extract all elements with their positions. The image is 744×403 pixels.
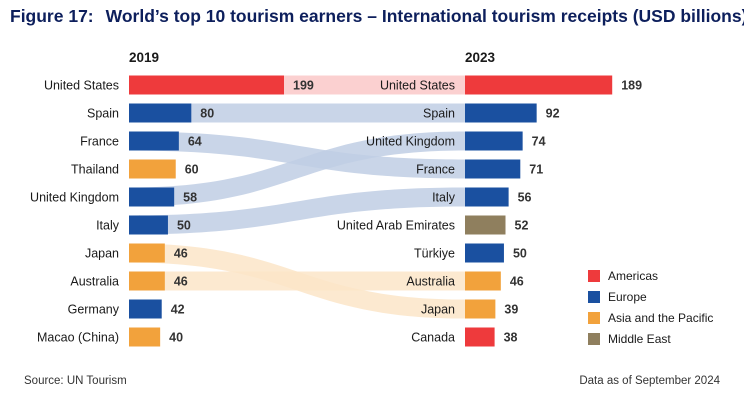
value-label: 39: [504, 303, 518, 317]
category-label: United Kingdom: [366, 135, 455, 149]
bar-2019-united-kingdom: [129, 187, 175, 207]
link-australia: [129, 271, 465, 291]
value-label: 64: [188, 135, 202, 149]
data-date-note: Data as of September 2024: [579, 375, 720, 387]
bar-2023-united-kingdom: [465, 131, 523, 151]
value-label: 58: [183, 191, 197, 205]
category-label: Canada: [411, 331, 455, 345]
link-united-kingdom: [129, 131, 465, 207]
bar-2023-japan: [465, 299, 496, 319]
category-label: France: [80, 135, 119, 149]
bar-2023-france: [465, 159, 521, 179]
bar-2023-united-arab-emirates: [465, 215, 506, 235]
category-label: Thailand: [71, 163, 119, 177]
legend-label: Americas: [608, 269, 659, 283]
category-label: United States: [380, 79, 455, 93]
link-france: [129, 131, 465, 179]
value-label: 50: [177, 219, 191, 233]
bar-2023-spain: [465, 103, 537, 123]
bar-2023-united-states: [465, 75, 613, 95]
category-label: Türkiye: [414, 247, 455, 261]
panel-2019: 2019 United States 199 Spain 80 France 64 Thail…: [30, 50, 314, 347]
value-label: 50: [513, 247, 527, 261]
value-label: 60: [185, 163, 199, 177]
bar-2019-thailand: [129, 159, 176, 179]
value-label: 40: [169, 331, 183, 345]
bar-2023-t-rkiye: [465, 243, 504, 263]
value-label: 80: [200, 107, 214, 121]
value-label: 42: [171, 303, 185, 317]
legend-swatch-asia-pacific: [588, 312, 600, 324]
value-label: 199: [293, 79, 314, 93]
category-label: Australia: [406, 275, 455, 289]
figure-number: Figure 17:: [10, 6, 94, 26]
category-label: Germany: [68, 303, 120, 317]
bar-2023-canada: [465, 327, 495, 347]
value-label: 74: [532, 135, 546, 149]
category-label: Italy: [432, 191, 456, 205]
panel-year-label: 2019: [129, 50, 159, 65]
category-label: Japan: [421, 303, 455, 317]
bar-2019-australia: [129, 271, 165, 291]
bar-2019-italy: [129, 215, 168, 235]
value-label: 92: [546, 107, 560, 121]
bar-2019-japan: [129, 243, 165, 263]
category-label: United Arab Emirates: [337, 219, 455, 233]
bar-2019-germany: [129, 299, 162, 319]
value-label: 46: [174, 275, 188, 289]
rank-change-links: [129, 75, 465, 319]
category-label: Macao (China): [37, 331, 119, 345]
link-spain: [129, 103, 465, 123]
bar-2019-macao-china: [129, 327, 161, 347]
bar-2019-united-states: [129, 75, 284, 95]
legend-swatch-europe: [588, 291, 600, 303]
panel-2023: 2023 United States 189 Spain 92 United Kingdo…: [337, 50, 642, 347]
legend-label: Asia and the Pacific: [608, 311, 714, 325]
bar-2019-france: [129, 131, 179, 151]
link-italy: [129, 187, 465, 235]
legend-item-asia-pacific: Asia and the Pacific: [588, 311, 713, 325]
category-label: France: [416, 163, 455, 177]
legend-label: Europe: [608, 290, 647, 304]
category-label: Spain: [87, 107, 119, 121]
value-label: 189: [621, 79, 642, 93]
category-label: United Kingdom: [30, 191, 119, 205]
legend-swatch-middle-east: [588, 333, 600, 345]
source-note: Source: UN Tourism: [24, 375, 127, 387]
category-label: United States: [44, 79, 119, 93]
category-label: Australia: [70, 275, 119, 289]
value-label: 71: [529, 163, 543, 177]
legend-item-middle-east: Middle East: [588, 332, 671, 346]
category-label: Japan: [85, 247, 119, 261]
value-label: 56: [518, 191, 532, 205]
value-label: 46: [174, 247, 188, 261]
legend-label: Middle East: [608, 332, 671, 346]
value-label: 52: [515, 219, 529, 233]
chart-title: Figure 17: World’s top 10 tourism earners…: [10, 6, 744, 27]
value-label: 46: [510, 275, 524, 289]
panel-year-label: 2023: [465, 50, 496, 65]
legend-item-americas: Americas: [588, 269, 658, 283]
category-label: Italy: [96, 219, 120, 233]
legend-item-europe: Europe: [588, 290, 647, 304]
value-label: 38: [504, 331, 518, 345]
bar-2019-spain: [129, 103, 192, 123]
legend-swatch-americas: [588, 270, 600, 282]
bar-2023-italy: [465, 187, 509, 207]
bar-2023-australia: [465, 271, 501, 291]
category-label: Spain: [423, 107, 455, 121]
figure-title: World’s top 10 tourism earners – Interna…: [105, 6, 744, 26]
